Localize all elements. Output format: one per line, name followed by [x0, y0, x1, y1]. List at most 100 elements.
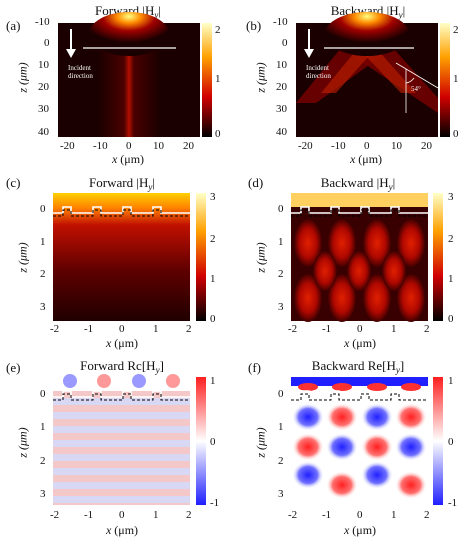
y-axis-label: z (μm): [253, 242, 268, 273]
panel-label: (b): [246, 18, 262, 33]
arrow-down-icon: [66, 29, 76, 58]
xtick: -20: [60, 140, 75, 152]
ytick: 10: [38, 59, 49, 71]
colorbar-f: [433, 377, 443, 505]
xtick: 1: [153, 509, 159, 521]
cbar-tick: 0: [210, 313, 216, 325]
xtick: 2: [186, 509, 192, 521]
cbar-tick: 2: [215, 24, 221, 36]
panel-label: (c): [6, 175, 21, 190]
cbar-tick: -1: [210, 497, 220, 509]
cbar-tick: 1: [210, 375, 216, 387]
xtick: -1: [84, 509, 94, 521]
panel-title: Forward Rc[Hy]: [80, 358, 164, 375]
xtick: -2: [288, 509, 298, 521]
xtick: 0: [126, 140, 132, 152]
ytick: 2: [40, 455, 46, 467]
xtick: -1: [322, 509, 332, 521]
panel-title: Backward Re[Hy]: [311, 358, 405, 375]
x-axis-label: x (μm): [111, 152, 145, 166]
angle-label: 54°: [411, 85, 421, 93]
xtick: -1: [322, 323, 332, 335]
xtick: 10: [153, 140, 164, 152]
arrow-down-icon: [304, 29, 314, 58]
colorbar-d: [433, 193, 443, 321]
ytick: 0: [282, 37, 288, 49]
ytick: 0: [278, 388, 284, 400]
cbar-tick: -1: [448, 497, 458, 509]
ytick: 40: [276, 126, 287, 138]
x-axis-label: x (μm): [105, 336, 139, 350]
xtick: -2: [50, 509, 60, 521]
ytick: 2: [278, 268, 284, 280]
xtick: 2: [186, 323, 192, 335]
ytick: 2: [40, 268, 46, 280]
ytick: 3: [278, 301, 284, 313]
colorbar-a: [202, 23, 212, 137]
ytick: 1: [278, 236, 284, 248]
cbar-tick: 2: [210, 233, 216, 245]
field-map-c: [53, 193, 190, 321]
ytick: 10: [276, 59, 287, 71]
xtick: -2: [50, 323, 60, 335]
cbar-tick: 1: [215, 73, 221, 85]
ytick: 0: [40, 388, 46, 400]
cbar-tick: 2: [453, 24, 459, 36]
xtick: 2: [424, 323, 430, 335]
cbar-tick: 0: [448, 436, 454, 448]
xtick: 1: [391, 509, 397, 521]
field-map-b: [296, 12, 439, 137]
colorbar-e: [196, 377, 206, 505]
field-map-e: [53, 374, 190, 505]
xtick: 10: [391, 140, 402, 152]
xtick: 1: [153, 323, 159, 335]
xtick: 20: [183, 140, 194, 152]
cbar-tick: 0: [210, 436, 216, 448]
ytick: 30: [276, 103, 287, 115]
cbar-tick: 1: [448, 273, 454, 285]
xtick: 20: [421, 140, 432, 152]
y-axis-label: z (μm): [15, 242, 30, 273]
cbar-tick: 2: [448, 233, 454, 245]
ytick: 0: [40, 203, 46, 215]
ytick: 40: [38, 126, 49, 138]
cbar-tick: 1: [210, 273, 216, 285]
xtick: -10: [93, 140, 108, 152]
field-map-f: [291, 377, 428, 505]
xtick: 0: [119, 323, 125, 335]
xtick: 0: [357, 323, 363, 335]
y-axis-label: z (μm): [15, 62, 30, 93]
cbar-tick: 0: [448, 313, 454, 325]
xtick: 2: [424, 509, 430, 521]
x-axis-label: x (μm): [105, 523, 139, 537]
cbar-tick: 0: [453, 128, 459, 140]
ytick: 3: [40, 488, 46, 500]
panel-label: (e): [6, 360, 21, 375]
ytick: 1: [40, 236, 46, 248]
colorbar-b: [440, 23, 450, 137]
colorbar-c: [196, 193, 206, 321]
cbar-tick: 1: [448, 375, 454, 387]
y-axis-label: z (μm): [15, 427, 30, 458]
ytick: -10: [35, 16, 50, 28]
ytick: 30: [38, 103, 49, 115]
annotation-text: Incident direction: [68, 64, 93, 80]
xtick: -1: [84, 323, 94, 335]
cbar-tick: 3: [210, 191, 216, 203]
ytick: 20: [276, 81, 287, 93]
ytick: 1: [278, 421, 284, 433]
xtick: -10: [331, 140, 346, 152]
panel-label: (d): [248, 175, 264, 190]
xtick: 1: [391, 323, 397, 335]
xtick: 0: [357, 509, 363, 521]
y-axis-label: z (μm): [253, 62, 268, 93]
cbar-tick: 1: [453, 73, 459, 85]
ytick: 3: [278, 488, 284, 500]
xtick: 0: [119, 509, 125, 521]
xtick: 0: [364, 140, 370, 152]
field-map-a: [58, 12, 200, 137]
ytick: 0: [278, 203, 284, 215]
xtick: -2: [288, 323, 298, 335]
x-axis-label: x (μm): [349, 152, 383, 166]
ytick: 20: [38, 81, 49, 93]
